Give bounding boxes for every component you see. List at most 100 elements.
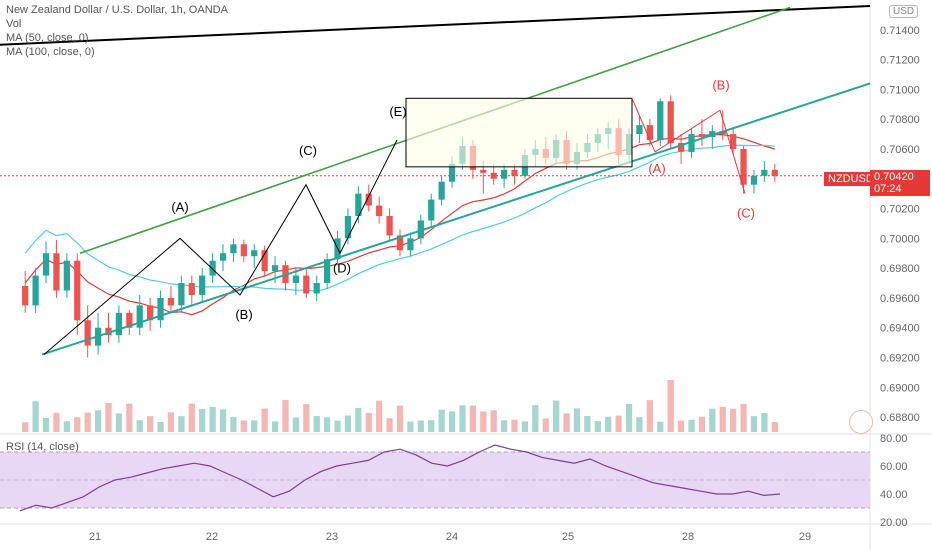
volume-bar	[157, 422, 164, 432]
rsi-tick-label: 40.00	[880, 489, 908, 501]
candle-body	[303, 275, 310, 294]
candle-body	[115, 312, 123, 336]
wave-label: (D)	[333, 261, 351, 276]
candle-body	[646, 125, 653, 141]
volume-bar	[730, 408, 737, 432]
candle-body	[261, 250, 268, 272]
resistance-trendline	[0, 4, 871, 46]
volume-bar	[532, 405, 539, 432]
volume-bar	[32, 401, 39, 432]
volume-bar	[469, 405, 476, 432]
volume-bar	[355, 408, 362, 432]
volume-bar	[209, 406, 216, 432]
volume-bar	[677, 420, 685, 432]
volume-bar	[42, 417, 50, 432]
candle-body	[167, 297, 175, 306]
candle-body	[657, 101, 664, 141]
volume-bar	[459, 405, 466, 432]
volume-bar	[271, 421, 279, 432]
volume-bar	[313, 416, 320, 432]
volume-bar	[219, 409, 227, 432]
volume-bar	[136, 420, 143, 432]
volume-bar	[126, 403, 133, 432]
volume-bar	[365, 413, 372, 432]
legend-ma50: MA (50, close, 0)	[6, 32, 89, 44]
y-tick-label: 0.71200	[880, 55, 920, 67]
candle-body	[667, 101, 674, 144]
candle-body	[438, 181, 445, 200]
volume-bar	[636, 417, 643, 432]
ma100-line	[24, 144, 775, 292]
legend-ma100: MA (100, close, 0)	[6, 46, 95, 58]
rsi-tick-label: 60.00	[880, 461, 908, 473]
rsi-tick-label: 80.00	[880, 433, 908, 445]
candle-body	[313, 283, 320, 294]
y-tick-label: 0.69800	[880, 263, 920, 275]
volume-bar	[396, 405, 404, 432]
candle-body	[324, 259, 331, 284]
volume-bar	[22, 422, 29, 432]
y-tick-label: 0.69400	[880, 323, 920, 335]
volume-bar	[605, 416, 612, 432]
volume-bar	[667, 380, 674, 432]
candle-body	[355, 193, 362, 216]
candle-body	[53, 253, 60, 291]
volume-bar	[709, 408, 716, 432]
x-tick-label: 28	[682, 531, 694, 543]
volume-bar	[115, 413, 123, 432]
candle-body	[698, 134, 706, 138]
candle-body	[386, 216, 393, 236]
volume-bar	[500, 420, 508, 432]
x-tick-label: 25	[562, 531, 574, 543]
volume-bar	[63, 421, 70, 432]
legend-vol: Vol	[6, 18, 22, 30]
volume-bar	[53, 412, 60, 432]
volume-bar	[230, 416, 237, 432]
chart-legend: New Zealand Dollar / U.S. Dollar, 1h, OA…	[6, 3, 228, 59]
volume-bar	[563, 413, 570, 432]
candle-body	[22, 286, 29, 306]
y-tick-label: 0.69000	[880, 382, 920, 394]
candle-body	[688, 134, 695, 152]
volume-bar	[542, 418, 549, 432]
candle-body	[407, 238, 414, 251]
volume-bar	[573, 408, 581, 432]
volume-bar	[147, 416, 154, 432]
candle-body	[251, 250, 258, 257]
volume-bar	[105, 403, 112, 432]
volume-bar	[698, 416, 706, 432]
legend-title: New Zealand Dollar / U.S. Dollar, 1h, OA…	[6, 4, 228, 16]
volume-bar	[646, 400, 653, 432]
wave-label: (C)	[737, 205, 755, 220]
currency-label[interactable]: USD	[889, 5, 919, 18]
volume-bar	[448, 411, 456, 432]
wave-label: (C)	[299, 143, 317, 158]
volume-bar	[490, 410, 497, 432]
volume-bar	[324, 417, 331, 432]
candle-body	[500, 169, 508, 179]
x-tick-label: 24	[446, 531, 458, 543]
volume-bar	[188, 403, 195, 432]
candle-body	[136, 305, 143, 328]
candle-body	[32, 275, 39, 306]
volume-bar	[376, 400, 383, 432]
price-value: 0.70420	[874, 171, 914, 183]
volume-bar	[303, 404, 310, 432]
volume-bar	[480, 411, 487, 432]
volume-bar	[334, 420, 341, 432]
volume-bar	[511, 419, 518, 432]
volume-bar	[740, 403, 747, 432]
volume-bar	[584, 416, 591, 432]
candle-body	[63, 260, 70, 291]
candle-body	[74, 260, 81, 321]
volume-bar	[240, 420, 247, 432]
volume-bar	[94, 410, 102, 432]
candle-body	[730, 134, 737, 149]
candle-body	[126, 312, 133, 328]
candle-body	[219, 253, 227, 261]
volume-bar	[688, 419, 695, 432]
tradingview-logo-icon[interactable]	[849, 410, 873, 434]
candle-body	[396, 235, 404, 251]
